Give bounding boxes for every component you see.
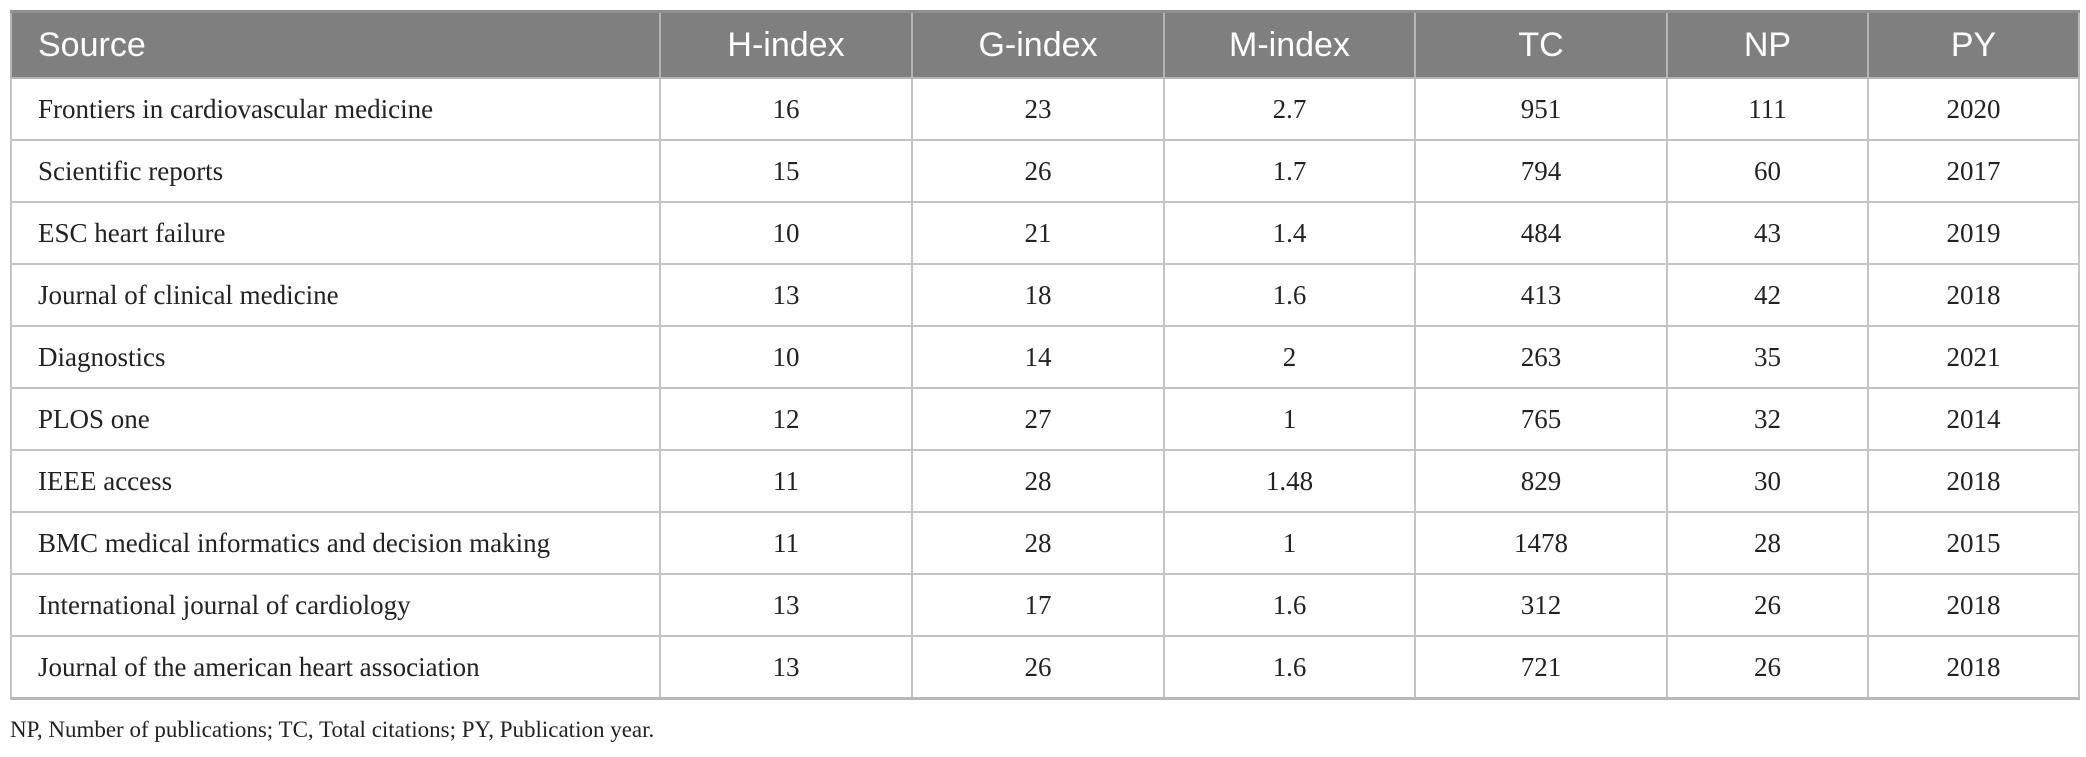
cell-source: BMC medical informatics and decision mak… <box>10 511 661 575</box>
cell-source: ESC heart failure <box>10 201 661 265</box>
cell-tc: 263 <box>1414 325 1668 389</box>
cell-np: 32 <box>1666 387 1869 451</box>
cell-source: Journal of the american heart associatio… <box>10 635 661 700</box>
cell-h-index: 13 <box>659 263 913 327</box>
cell-py: 2017 <box>1867 139 2080 203</box>
cell-g-index: 17 <box>911 573 1165 637</box>
table-row: International journal of cardiology 13 17 1… <box>10 573 2080 637</box>
cell-py: 2021 <box>1867 325 2080 389</box>
cell-py: 2018 <box>1867 449 2080 513</box>
header-tc: TC <box>1414 10 1668 79</box>
table-row: BMC medical informatics and decision mak… <box>10 511 2080 575</box>
cell-source: Diagnostics <box>10 325 661 389</box>
table-footnote: NP, Number of publications; TC, Total ci… <box>10 717 655 742</box>
cell-np: 111 <box>1666 77 1869 141</box>
header-h-index: H-index <box>659 10 913 79</box>
journal-metrics-table-container: Source H-index G-index M-index TC NP PY … <box>10 10 2080 700</box>
cell-m-index: 1.4 <box>1163 201 1416 265</box>
cell-h-index: 16 <box>659 77 913 141</box>
table-body: Frontiers in cardiovascular medicine 16 23… <box>10 77 2080 700</box>
cell-np: 42 <box>1666 263 1869 327</box>
cell-m-index: 1.7 <box>1163 139 1416 203</box>
table-row: ESC heart failure 10 21 1.4 484 43 2019 <box>10 201 2080 265</box>
cell-h-index: 13 <box>659 635 913 700</box>
cell-h-index: 12 <box>659 387 913 451</box>
header-np: NP <box>1666 10 1869 79</box>
table-row: IEEE access 11 28 1.48 829 30 2018 <box>10 449 2080 513</box>
table-row: Scientific reports 15 26 1.7 794 60 2017 <box>10 139 2080 203</box>
cell-m-index: 2.7 <box>1163 77 1416 141</box>
cell-h-index: 10 <box>659 325 913 389</box>
cell-tc: 829 <box>1414 449 1668 513</box>
cell-source: PLOS one <box>10 387 661 451</box>
cell-source: Scientific reports <box>10 139 661 203</box>
cell-tc: 721 <box>1414 635 1668 700</box>
cell-tc: 484 <box>1414 201 1668 265</box>
cell-tc: 312 <box>1414 573 1668 637</box>
header-g-index: G-index <box>911 10 1165 79</box>
table-header: Source H-index G-index M-index TC NP PY <box>10 10 2080 79</box>
cell-h-index: 11 <box>659 511 913 575</box>
cell-np: 60 <box>1666 139 1869 203</box>
cell-g-index: 27 <box>911 387 1165 451</box>
table-row: PLOS one 12 27 1 765 32 2014 <box>10 387 2080 451</box>
cell-m-index: 1 <box>1163 387 1416 451</box>
cell-g-index: 14 <box>911 325 1165 389</box>
cell-h-index: 11 <box>659 449 913 513</box>
cell-m-index: 1.6 <box>1163 573 1416 637</box>
journal-metrics-table: Source H-index G-index M-index TC NP PY … <box>10 10 2080 700</box>
cell-tc: 1478 <box>1414 511 1668 575</box>
table-row: Journal of the american heart associatio… <box>10 635 2080 700</box>
cell-np: 43 <box>1666 201 1869 265</box>
cell-g-index: 21 <box>911 201 1165 265</box>
cell-g-index: 26 <box>911 635 1165 700</box>
cell-np: 35 <box>1666 325 1869 389</box>
cell-py: 2018 <box>1867 635 2080 700</box>
cell-m-index: 1.48 <box>1163 449 1416 513</box>
cell-source: Frontiers in cardiovascular medicine <box>10 77 661 141</box>
table-row: Diagnostics 10 14 2 263 35 2021 <box>10 325 2080 389</box>
cell-tc: 794 <box>1414 139 1668 203</box>
cell-tc: 765 <box>1414 387 1668 451</box>
cell-source: Journal of clinical medicine <box>10 263 661 327</box>
cell-py: 2018 <box>1867 263 2080 327</box>
cell-g-index: 28 <box>911 449 1165 513</box>
cell-np: 26 <box>1666 635 1869 700</box>
cell-np: 28 <box>1666 511 1869 575</box>
cell-source: IEEE access <box>10 449 661 513</box>
cell-g-index: 28 <box>911 511 1165 575</box>
header-py: PY <box>1867 10 2080 79</box>
cell-g-index: 18 <box>911 263 1165 327</box>
cell-py: 2020 <box>1867 77 2080 141</box>
cell-h-index: 13 <box>659 573 913 637</box>
cell-g-index: 26 <box>911 139 1165 203</box>
table-row: Journal of clinical medicine 13 18 1.6 413 42… <box>10 263 2080 327</box>
cell-py: 2014 <box>1867 387 2080 451</box>
cell-m-index: 1.6 <box>1163 263 1416 327</box>
cell-h-index: 10 <box>659 201 913 265</box>
cell-py: 2019 <box>1867 201 2080 265</box>
table-row: Frontiers in cardiovascular medicine 16 23… <box>10 77 2080 141</box>
cell-m-index: 2 <box>1163 325 1416 389</box>
cell-m-index: 1 <box>1163 511 1416 575</box>
cell-np: 30 <box>1666 449 1869 513</box>
cell-tc: 413 <box>1414 263 1668 327</box>
cell-m-index: 1.6 <box>1163 635 1416 700</box>
cell-g-index: 23 <box>911 77 1165 141</box>
cell-source: International journal of cardiology <box>10 573 661 637</box>
header-m-index: M-index <box>1163 10 1416 79</box>
header-source: Source <box>10 10 661 79</box>
cell-h-index: 15 <box>659 139 913 203</box>
cell-np: 26 <box>1666 573 1869 637</box>
cell-tc: 951 <box>1414 77 1668 141</box>
cell-py: 2015 <box>1867 511 2080 575</box>
header-row: Source H-index G-index M-index TC NP PY <box>10 10 2080 79</box>
cell-py: 2018 <box>1867 573 2080 637</box>
